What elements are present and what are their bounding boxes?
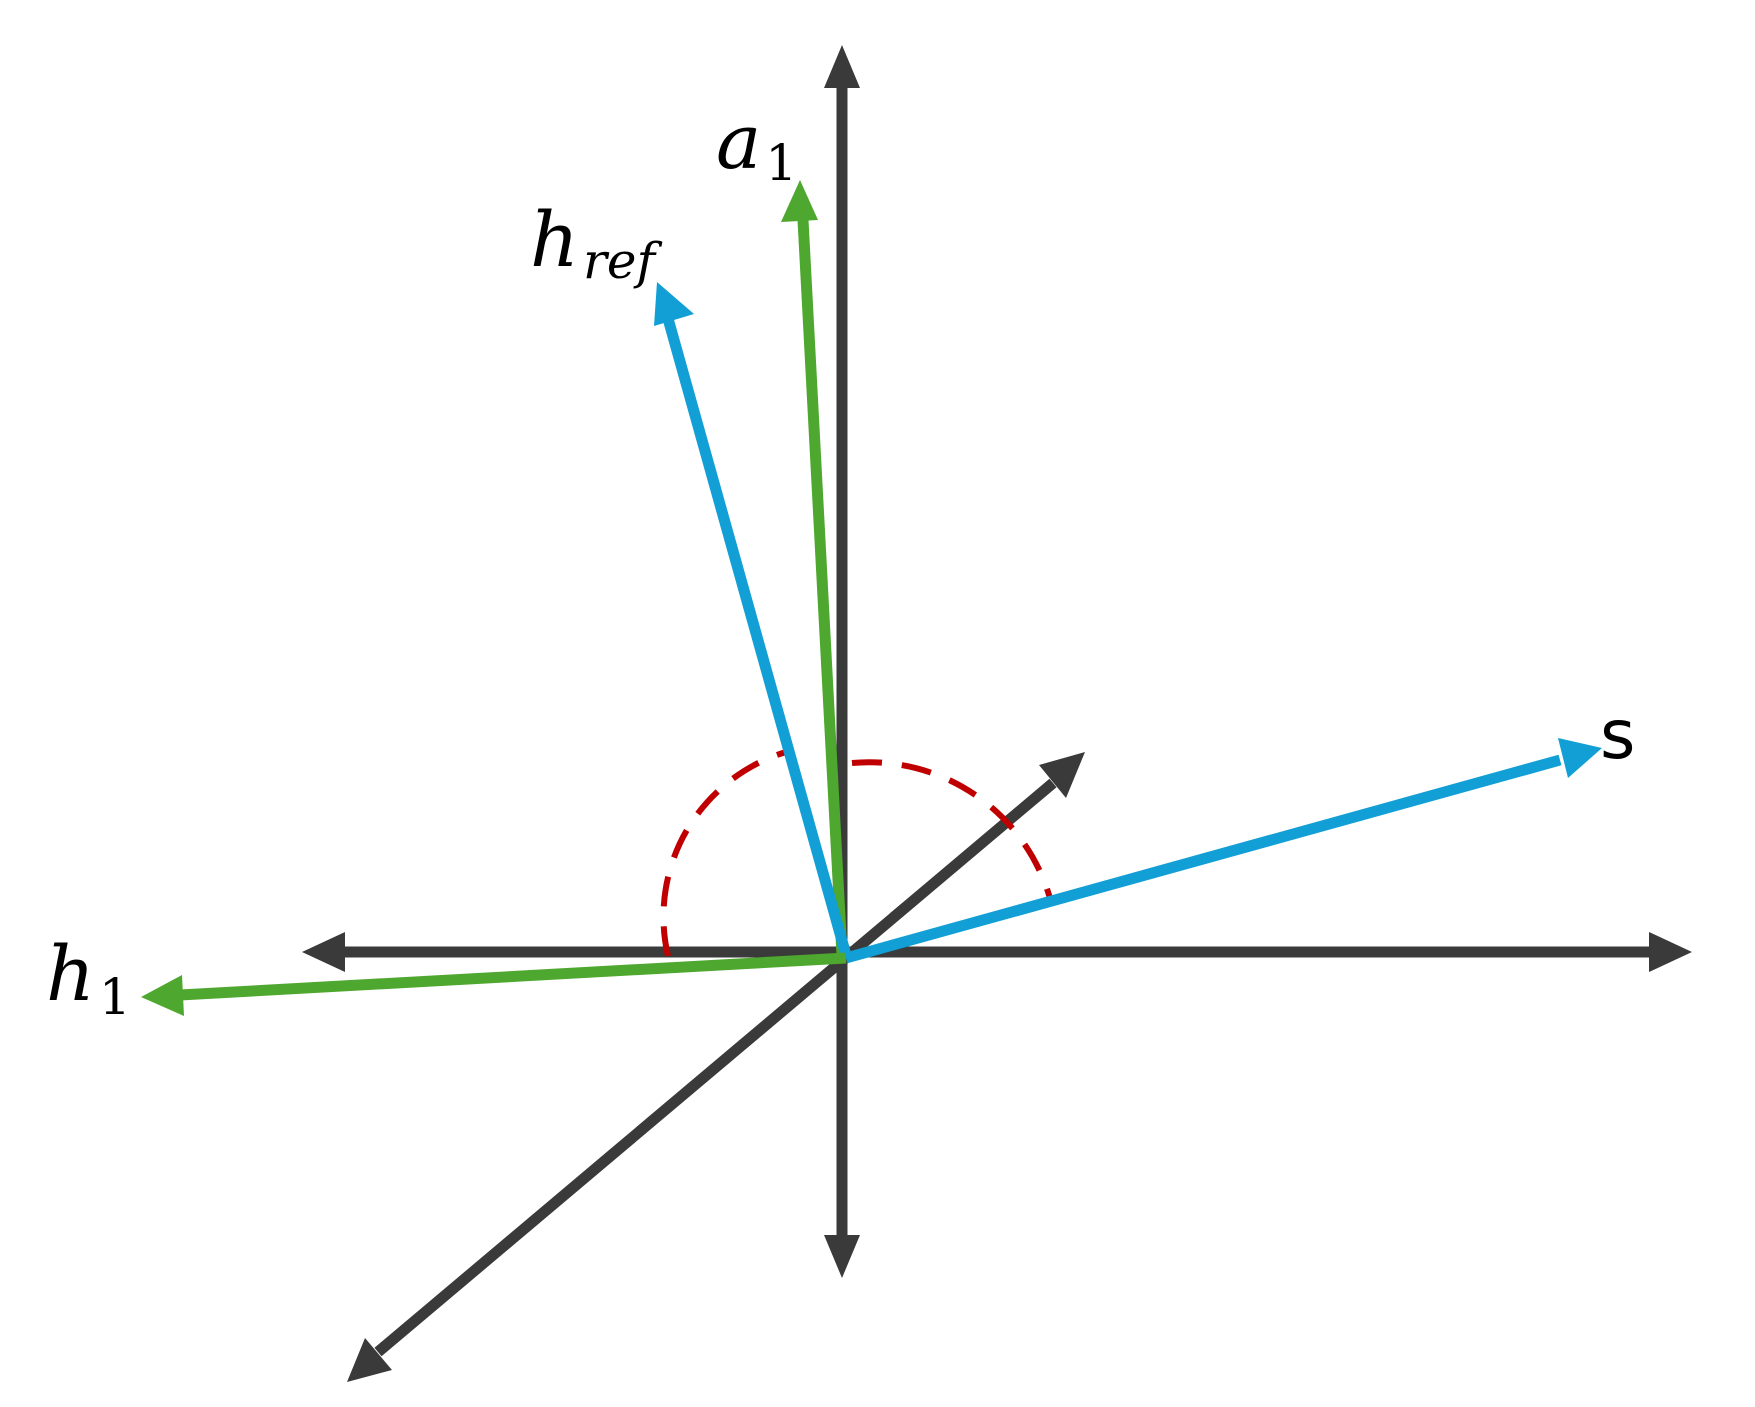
vector-labels: a 1 h ref h 1 s — [46, 97, 1635, 1026]
y-axis-arrowhead-down — [824, 1235, 860, 1278]
vector-h1 — [179, 952, 847, 1001]
z-axis-arrowhead-lower — [347, 1338, 392, 1382]
label-href-main: h — [530, 195, 579, 284]
label-a1-main: a — [716, 97, 761, 186]
z-axis-arrowhead-upper — [1039, 752, 1085, 798]
vector-s-arrowhead — [1558, 738, 1602, 778]
z-axis — [374, 778, 1057, 1357]
vector-a1-arrowhead — [781, 180, 818, 222]
y-axis-arrowhead-up — [824, 45, 860, 88]
label-h1-main: h — [46, 929, 95, 1018]
vector-s — [844, 754, 1562, 964]
label-a1-sub: 1 — [765, 134, 797, 192]
coordinate-axes — [302, 45, 1692, 1382]
vector-h1-arrowhead — [141, 975, 184, 1016]
vector-href-arrowhead — [654, 282, 694, 326]
vector-a1 — [797, 219, 848, 956]
label-href-sub: ref — [583, 232, 662, 290]
x-axis-arrowhead-right — [1649, 932, 1692, 972]
label-h1-sub: 1 — [99, 968, 131, 1026]
vector-href — [661, 313, 852, 957]
x-axis-arrowhead-left — [302, 932, 345, 972]
angle-arcs — [660, 749, 1054, 957]
label-href: h ref — [530, 195, 662, 290]
label-a1: a 1 — [716, 97, 797, 192]
label-h1: h 1 — [46, 929, 131, 1026]
vectors — [141, 180, 1602, 1016]
angle-arc-right — [851, 759, 1054, 903]
angle-arc-left — [660, 749, 787, 957]
label-s: s — [1600, 696, 1635, 775]
